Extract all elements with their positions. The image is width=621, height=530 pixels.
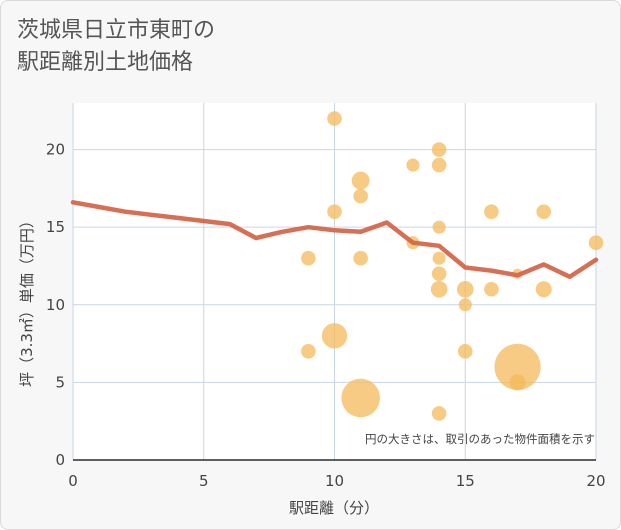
bubble-point	[327, 111, 342, 126]
y-tick-label: 10	[46, 296, 65, 314]
average-line-series	[70, 200, 599, 280]
bubble-point	[301, 250, 316, 266]
bubble-point	[430, 280, 448, 298]
bubble-point	[484, 281, 499, 297]
chart-title-line-2: 駅距離別土地価格	[17, 50, 194, 75]
bubble-point	[432, 220, 446, 234]
chart-title: 茨城県日立市東町の 駅距離別土地価格	[17, 15, 215, 79]
bubble-point	[432, 251, 446, 265]
bubble-size-note: 円の大きさは、取引のあった物件面積を示す	[365, 432, 595, 446]
bubble-series	[301, 111, 604, 421]
bubble-point	[327, 204, 342, 219]
y-tick-label: 20	[46, 141, 65, 159]
bubble-point	[535, 281, 552, 298]
bubble-point	[353, 250, 368, 266]
y-tick-label: 0	[55, 451, 65, 469]
x-tick-label: 15	[456, 472, 475, 490]
bubble-point	[456, 280, 474, 298]
bubble-point	[301, 344, 316, 359]
bubble-point	[321, 323, 348, 349]
x-axis-label: 駅距離（分）	[289, 499, 379, 517]
bubble-point	[431, 157, 447, 173]
y-axis-label: 坪（3.3㎡）単価（万円）	[18, 213, 36, 387]
bubble-point	[353, 188, 368, 204]
bubble-point	[431, 406, 447, 421]
bubble-point	[536, 204, 551, 219]
x-tick-label: 10	[325, 472, 344, 490]
bubble-point	[588, 235, 604, 250]
bubble-point	[431, 142, 447, 157]
bubble-point	[406, 158, 420, 172]
average-price-line	[70, 200, 599, 280]
x-tick-label: 0	[68, 472, 78, 490]
y-tick-label: 5	[55, 373, 65, 391]
chart-title-line-1: 茨城県日立市東町の	[17, 18, 216, 43]
bubble-point	[484, 204, 499, 219]
bubble-point	[494, 343, 541, 390]
bubble-point	[341, 378, 380, 418]
bubble-point	[509, 374, 526, 391]
bubble-point	[351, 171, 370, 190]
x-tick-label: 20	[586, 472, 605, 490]
bubble-point	[431, 266, 447, 282]
y-tick-label: 15	[46, 218, 65, 236]
x-tick-label: 5	[199, 472, 209, 490]
bubble-point	[458, 298, 472, 312]
bubble-point	[457, 344, 473, 359]
axis-ticks: 0 5 10 15 20 0 5 10 15 20	[46, 141, 606, 490]
